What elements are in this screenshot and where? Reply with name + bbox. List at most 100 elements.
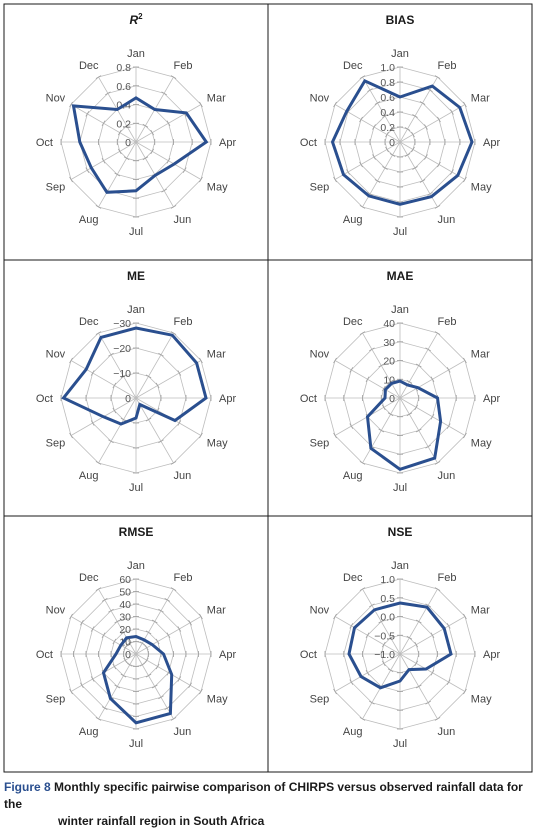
grid-tick [69,613,73,620]
grid-tick [90,420,95,426]
grid-tick [359,205,366,209]
month-label-apr: Apr [483,137,500,149]
grid-tick [108,439,114,444]
month-label-may: May [207,182,228,194]
grid-tick [374,179,381,183]
grid-tick [446,367,451,373]
month-label-may: May [471,182,492,194]
grid-tick [199,176,203,183]
grid-tick [415,363,422,368]
grid-tick [378,619,385,624]
data-series-me [61,326,208,426]
grid-tick [114,172,121,177]
grid-tick [446,623,451,629]
grid-tick [69,357,73,364]
month-label-apr: Apr [219,649,236,661]
grid-tick [349,623,354,629]
grid-tick [349,423,354,429]
month-label-jun: Jun [174,470,192,482]
grid-tick [333,176,337,183]
grid-tick [434,75,441,79]
data-series-nse [347,601,453,690]
tick-label: 30 [119,612,131,624]
grid-tick [151,684,158,689]
month-label-nov: Nov [46,605,66,617]
grid-tick [365,669,370,676]
grid-tick [108,352,114,357]
grid-tick [114,684,121,689]
month-label-dec: Dec [343,316,363,328]
tick-label: 0.6 [116,81,131,93]
grid-tick [170,75,177,79]
grid-tick [412,166,418,170]
caption-text-line2: winter rainfall region in South Africa [58,814,265,828]
grid-tick [333,688,337,695]
grid-tick [463,357,467,364]
grid-tick [406,412,413,417]
grid-tick [69,432,73,439]
grid-tick [145,374,152,379]
month-label-may: May [207,438,228,450]
month-label-feb: Feb [174,572,193,584]
grid-tick [151,619,158,624]
grid-tick [155,663,160,670]
tick-label: 30 [383,337,395,349]
tick-label: 20 [383,356,395,368]
grid-tick [425,700,431,705]
grid-tick [166,120,171,127]
grid-tick [199,432,203,439]
grid-tick [120,374,127,379]
grid-spoke [98,397,137,464]
grid-tick [120,417,127,422]
grid-tick [199,101,203,108]
tick-label: 60 [119,574,131,586]
data-series-bias [330,78,474,206]
grid-tick [430,669,435,676]
grid-tick [123,657,128,664]
grid-tick [374,101,381,105]
grid-tick [378,428,385,433]
radar-panel-mae: Jan Feb Mar Apr May Jun Jul Aug Sep Oct Nov Dec 0 10 2… [267,259,533,517]
month-label-jan: Jan [127,48,145,60]
grid-tick [95,717,102,721]
grid-tick [419,101,426,105]
grid-tick [359,461,366,465]
radar-panel-me: Jan Feb Mar Apr May Jun Jul Aug Sep Oct Nov Dec 0 −10… [3,259,269,517]
grid-tick [359,587,366,591]
grid-tick [177,370,182,376]
month-label-jan: Jan [127,304,145,316]
grid-tick [120,630,127,635]
grid-tick [80,619,84,626]
grid-tick [387,635,394,640]
grid-tick [434,587,441,591]
grid-tick [425,444,431,449]
grid-tick [349,679,354,685]
grid-tick [177,626,182,632]
grid-tick [372,154,376,160]
month-label-sep: Sep [46,694,66,706]
grid-tick [365,632,370,639]
grid-tick [359,331,366,335]
grid-tick [437,116,441,123]
grid-spoke [98,332,137,399]
grid-tick [120,673,127,678]
caption-text-line1: Monthly specific pairwise comparison of … [4,780,523,811]
month-label-may: May [207,694,228,706]
grid-tick [145,417,152,422]
tick-label: 10 [119,637,131,649]
grid-tick [69,101,73,108]
grid-tick [101,632,106,639]
month-label-mar: Mar [207,349,226,361]
grid-tick [381,641,386,648]
month-label-oct: Oct [300,649,317,661]
grid-tick [142,123,149,128]
grid-tick [446,423,451,429]
month-label-apr: Apr [483,393,500,405]
tick-label: 50 [119,587,131,599]
grid-tick [463,688,467,695]
month-label-mar: Mar [207,605,226,617]
grid-tick [166,157,171,164]
grid-tick [385,146,389,153]
grid-tick [188,619,192,626]
